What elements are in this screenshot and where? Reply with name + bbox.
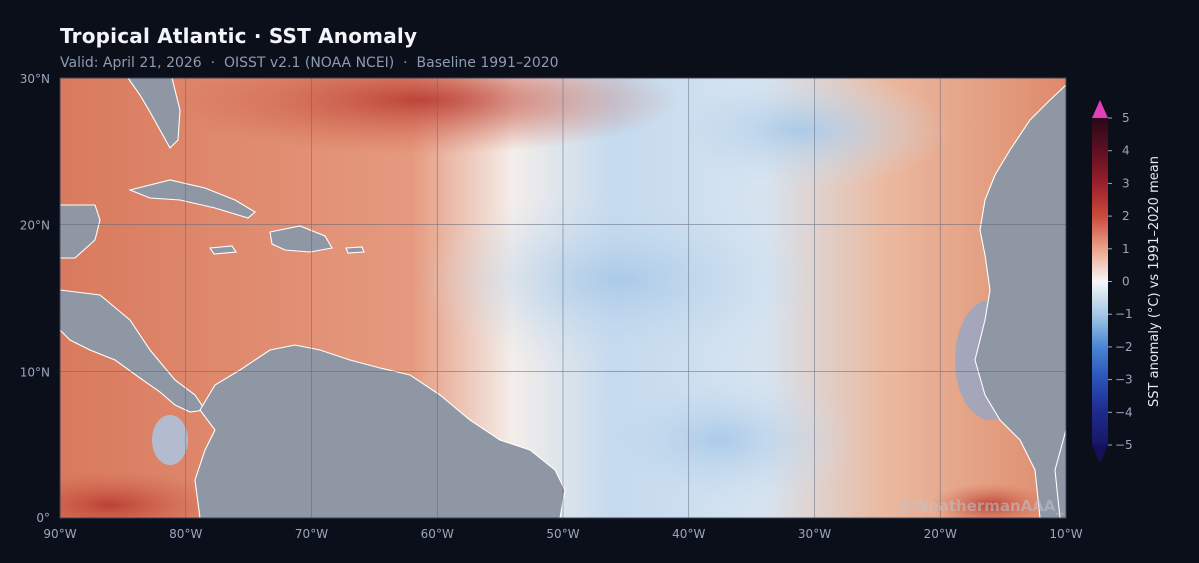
colorbar-tick: −1	[1115, 307, 1133, 321]
lon-axis: 90°W 80°W 70°W 60°W 50°W 40°W 30°W 20°W …	[43, 527, 1082, 541]
colorbar-tick: 4	[1122, 144, 1130, 158]
colorbar-tick: 2	[1122, 209, 1130, 223]
colorbar-tick: 1	[1122, 242, 1130, 256]
lon-tick: 20°W	[924, 527, 957, 541]
land-masses	[60, 78, 1066, 518]
chart-title: Tropical Atlantic · SST Anomaly	[60, 24, 418, 48]
colorbar-gradient	[1092, 118, 1108, 445]
lat-tick: 10°N	[20, 365, 50, 379]
sst-field: @WeathermanAAA_	[60, 78, 1066, 518]
colorbar-tick: 5	[1122, 111, 1130, 125]
lon-tick: 60°W	[421, 527, 454, 541]
watermark: @WeathermanAAA_	[898, 497, 1064, 515]
lat-axis: 30°N 20°N 10°N 0°	[20, 72, 50, 525]
lon-tick: 80°W	[169, 527, 202, 541]
lon-tick: 90°W	[43, 527, 76, 541]
colorbar: 5 4 3 2 1 0 −1 −2 −3 −4 −5 SST anomaly (…	[1092, 100, 1162, 463]
lon-tick: 70°W	[295, 527, 328, 541]
lat-tick: 0°	[36, 511, 50, 525]
colorbar-label: SST anomaly (°C) vs 1991–2020 mean	[1147, 156, 1162, 407]
colorbar-min-arrow	[1092, 445, 1108, 463]
lat-tick: 30°N	[20, 72, 50, 86]
lon-tick: 30°W	[798, 527, 831, 541]
graticule	[60, 78, 1066, 518]
map-frame	[59, 77, 1067, 519]
lat-tick: 20°N	[20, 219, 50, 233]
colorbar-tick: −5	[1115, 438, 1133, 452]
lon-tick: 50°W	[546, 527, 579, 541]
colorbar-tick: 3	[1122, 176, 1130, 190]
colorbar-tick: −4	[1115, 405, 1133, 419]
colorbar-max-arrow	[1092, 100, 1108, 118]
colorbar-tick: −2	[1115, 340, 1133, 354]
lon-tick: 10°W	[1049, 527, 1082, 541]
lon-tick: 40°W	[672, 527, 705, 541]
chart-subtitle: Valid: April 21, 2026 · OISST v2.1 (NOAA…	[60, 55, 559, 71]
colorbar-tick: 0	[1122, 275, 1130, 289]
colorbar-tick: −3	[1115, 373, 1133, 387]
